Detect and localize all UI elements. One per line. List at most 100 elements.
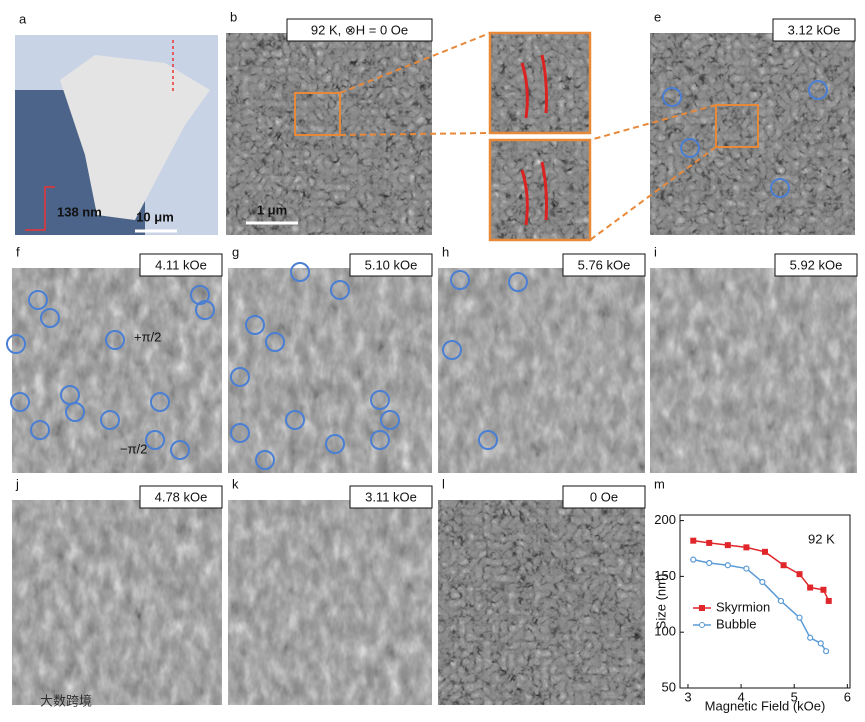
zoom-connector: [589, 104, 717, 141]
marker: [807, 634, 814, 641]
marker: [822, 648, 830, 655]
marker: [807, 584, 814, 591]
series-line: [693, 558, 827, 652]
micrograph: [650, 33, 855, 235]
marker: [706, 539, 713, 546]
phase-label: −π/2: [120, 441, 147, 456]
spin-ring: [170, 440, 190, 460]
spin-ring: [100, 410, 120, 430]
y-tick-label: 50: [662, 679, 676, 694]
spin-ring: [478, 430, 498, 450]
caption: 0 Oe: [590, 489, 618, 504]
x-tick-label: 5: [791, 689, 798, 704]
spin-ring: [508, 272, 528, 292]
caption: 5.10 kOe: [365, 257, 418, 272]
micrograph: [438, 268, 645, 473]
caption-box: [772, 18, 856, 42]
caption-box: [774, 253, 858, 277]
caption-box: [349, 485, 433, 509]
series-line: [693, 539, 830, 602]
chirality-arrow: [520, 62, 529, 119]
panel-label: a: [19, 11, 27, 26]
micrograph: [650, 268, 857, 473]
spin-ring: [325, 434, 345, 454]
spin-ring: [10, 392, 30, 412]
marker: [759, 578, 766, 586]
marker: [690, 556, 697, 563]
spin-ring: [290, 262, 310, 282]
panel-label: k: [232, 476, 239, 491]
spin-ring: [442, 340, 462, 360]
caption-box: [349, 253, 433, 277]
marker: [796, 614, 803, 621]
spin-ring: [40, 308, 60, 328]
caption-box: [562, 253, 646, 277]
zoom-connector: [589, 146, 717, 241]
micrograph: [490, 33, 590, 133]
spin-ring: [370, 390, 390, 410]
annotation: 92 K: [808, 531, 835, 546]
caption: 92 K, ⊗H = 0 Oe: [311, 22, 408, 37]
spin-ring: [230, 423, 250, 443]
spin-ring: [680, 138, 700, 158]
x-tick-label: 3: [684, 689, 691, 704]
y-tick-label: 200: [654, 512, 676, 527]
chirality-arrow: [540, 54, 548, 114]
caption-box: [139, 253, 223, 277]
caption: 4.11 kOe: [155, 257, 207, 272]
spin-ring: [195, 300, 215, 320]
panel-label: j: [15, 476, 19, 491]
spin-ring: [145, 430, 165, 450]
zoom-box: [294, 92, 341, 136]
legend-label: Skyrmion: [716, 599, 770, 614]
x-axis-title: Magnetic Field (kOe): [705, 698, 826, 713]
spin-ring: [28, 290, 48, 310]
marker: [796, 571, 803, 578]
caption: 3.12 kOe: [788, 22, 841, 37]
spin-ring: [30, 420, 50, 440]
panel-label: h: [442, 244, 449, 259]
legend-marker: [699, 605, 705, 611]
zoom-connector: [339, 32, 491, 94]
spin-ring: [330, 280, 350, 300]
marker: [762, 548, 768, 555]
spin-ring: [380, 410, 400, 430]
scale-bar-label: 10 μm: [136, 209, 174, 224]
watermark: 大数跨境: [40, 693, 92, 708]
spin-ring: [65, 402, 85, 422]
micrograph: [228, 500, 432, 705]
panel-label: g: [232, 244, 239, 259]
micrograph: [490, 140, 590, 240]
marker: [724, 542, 731, 549]
zoom-box: [715, 104, 759, 148]
spin-ring: [662, 87, 682, 107]
spin-ring: [150, 392, 170, 412]
spin-ring: [370, 430, 390, 450]
spin-ring: [6, 334, 26, 354]
chirality-arrow: [540, 161, 548, 221]
marker: [724, 562, 731, 569]
marker: [743, 544, 750, 551]
spin-ring: [450, 270, 470, 290]
marker: [817, 640, 824, 647]
thickness: 138 nm: [57, 204, 102, 219]
marker: [706, 559, 713, 567]
spin-ring: [285, 410, 305, 430]
chirality-arrow: [520, 169, 529, 226]
legend-marker: [699, 622, 705, 628]
marker: [780, 562, 787, 569]
panel-label: b: [230, 9, 237, 24]
caption: 4.78 kOe: [155, 489, 208, 504]
zoom-connector: [339, 132, 491, 136]
y-tick-label: 150: [654, 568, 676, 583]
micrograph: [438, 500, 645, 705]
scale-bar-label: 1 μm: [257, 202, 287, 217]
micrograph: [12, 268, 222, 473]
spin-ring: [808, 80, 828, 100]
spin-ring: [230, 367, 250, 387]
caption-box: [562, 485, 646, 509]
caption: 5.76 kOe: [578, 257, 631, 272]
panel-label: m: [654, 476, 665, 491]
y-tick-label: 100: [654, 624, 676, 639]
